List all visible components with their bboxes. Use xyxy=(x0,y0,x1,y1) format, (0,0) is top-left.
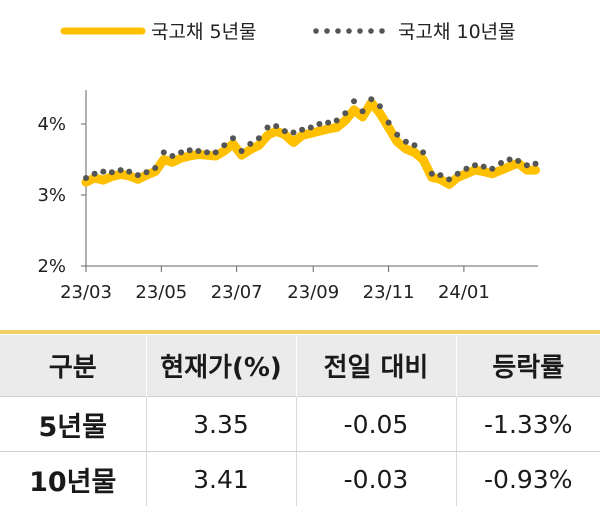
table-row: 5년물 3.35 -0.05 -1.33% xyxy=(0,397,600,452)
data-point xyxy=(109,169,115,175)
data-point xyxy=(100,169,106,175)
table-header-row: 구분 현재가(%) 전일 대비 등락률 xyxy=(0,335,600,397)
data-point xyxy=(455,171,461,177)
prev-day-change-cell: -0.03 xyxy=(296,452,456,506)
y-tick-label: 2% xyxy=(37,256,66,277)
data-point xyxy=(325,120,331,126)
data-point xyxy=(204,149,210,155)
current-price-cell: 3.35 xyxy=(146,397,296,452)
data-point xyxy=(342,110,348,116)
change-rate-cell: -1.33% xyxy=(456,397,600,452)
chart-legend: 국고채 5년물 국고채 10년물 xyxy=(64,21,516,43)
x-tick-label: 23/05 xyxy=(135,282,187,303)
data-point xyxy=(291,130,297,136)
header-current-price: 현재가(%) xyxy=(146,335,296,397)
data-point xyxy=(144,169,150,175)
data-point xyxy=(481,164,487,170)
x-axis-ticks: 23/03 23/05 23/07 23/09 23/11 24/01 xyxy=(60,266,490,303)
x-tick-label: 23/03 xyxy=(60,282,112,303)
header-prev-day-change: 전일 대비 xyxy=(296,335,456,397)
data-point xyxy=(316,121,322,127)
data-point xyxy=(152,165,158,171)
data-point xyxy=(334,118,340,124)
header-category: 구분 xyxy=(0,335,146,397)
data-point xyxy=(187,147,193,153)
data-point xyxy=(368,96,374,102)
data-point xyxy=(221,142,227,148)
data-point xyxy=(420,149,426,155)
data-point xyxy=(386,120,392,126)
data-point xyxy=(161,149,167,155)
data-point xyxy=(524,162,530,168)
data-point xyxy=(118,167,124,173)
series-layer xyxy=(83,96,539,184)
data-point xyxy=(265,125,271,131)
data-point xyxy=(360,108,366,114)
data-point xyxy=(169,153,175,159)
prev-day-change-cell: -0.05 xyxy=(296,397,456,452)
data-point xyxy=(299,127,305,133)
x-tick-label: 23/09 xyxy=(287,282,339,303)
data-point xyxy=(178,149,184,155)
yield-table: 구분 현재가(%) 전일 대비 등락률 5년물 3.35 -0.05 -1.33… xyxy=(0,335,600,506)
header-change-rate: 등락률 xyxy=(456,335,600,397)
data-point xyxy=(463,166,469,172)
change-rate-cell: -0.93% xyxy=(456,452,600,506)
x-tick-label: 23/07 xyxy=(211,282,263,303)
data-point xyxy=(498,160,504,166)
y-axis-ticks: 2% 3% 4% xyxy=(37,114,86,277)
data-point xyxy=(195,148,201,154)
legend-label-10y: 국고채 10년물 xyxy=(398,21,516,43)
data-point xyxy=(351,98,357,104)
data-point xyxy=(135,172,141,178)
data-point xyxy=(213,149,219,155)
data-point xyxy=(489,166,495,172)
legend-label-5y: 국고채 5년물 xyxy=(151,21,257,43)
data-point xyxy=(256,135,262,141)
data-point xyxy=(446,176,452,182)
data-point xyxy=(507,157,513,163)
data-point xyxy=(515,158,521,164)
data-point xyxy=(239,148,245,154)
x-tick-label: 24/01 xyxy=(438,282,490,303)
data-point xyxy=(83,175,89,181)
data-point xyxy=(247,141,253,147)
data-point xyxy=(282,128,288,134)
row-label: 5년물 xyxy=(0,397,146,452)
data-point xyxy=(377,103,383,109)
data-point xyxy=(533,161,539,167)
data-point xyxy=(429,171,435,177)
data-point xyxy=(273,123,279,129)
data-point xyxy=(126,169,132,175)
data-point xyxy=(92,171,98,177)
data-point xyxy=(412,142,418,148)
x-tick-label: 23/11 xyxy=(363,282,415,303)
y-tick-label: 3% xyxy=(37,185,66,206)
data-point xyxy=(437,172,443,178)
data-point xyxy=(403,139,409,145)
series-line-5y xyxy=(86,103,536,185)
y-tick-label: 4% xyxy=(37,114,66,135)
data-point xyxy=(230,135,236,141)
data-point xyxy=(472,162,478,168)
data-point xyxy=(308,125,314,131)
data-point xyxy=(394,132,400,138)
current-price-cell: 3.41 xyxy=(146,452,296,506)
section-divider xyxy=(0,330,600,334)
row-label: 10년물 xyxy=(0,452,146,506)
table-row: 10년물 3.41 -0.03 -0.93% xyxy=(0,452,600,506)
legend-swatch-10y xyxy=(313,28,385,34)
